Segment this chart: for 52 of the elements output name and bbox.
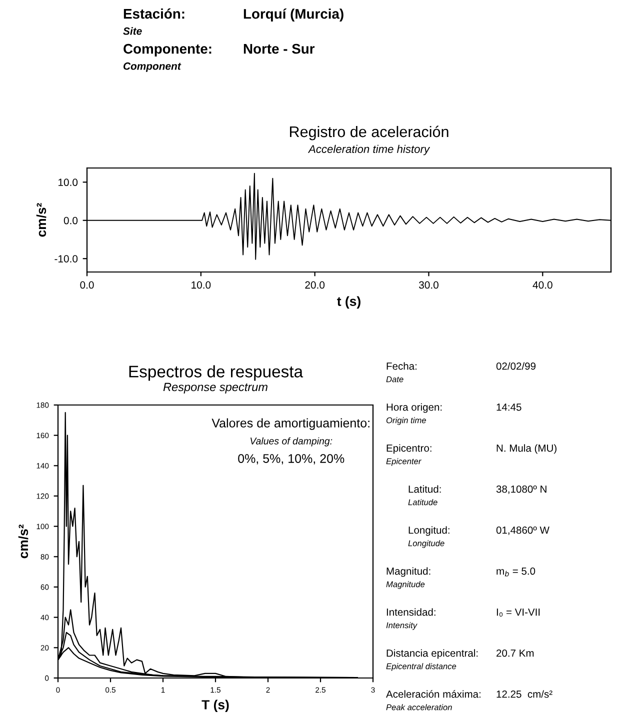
- text: Lorquí (Murcia): [244, 8, 344, 22]
- text: Latitude: [408, 499, 438, 506]
- text: Longitude: [408, 540, 444, 548]
- text: Date: [386, 376, 404, 382]
- x-tick-label: 40.0: [532, 281, 552, 289]
- y-tick-label: -10.0: [54, 255, 78, 262]
- text: Component: [124, 62, 182, 72]
- text: Intensidad:: [386, 608, 436, 616]
- text: 20.7 Km: [496, 649, 534, 657]
- x-axis-title: T (s): [202, 700, 229, 712]
- text: 38,1080º N: [496, 485, 546, 494]
- x-tick-label: 0.0: [80, 281, 94, 289]
- y-tick-label: 10.0: [58, 178, 78, 186]
- text: Magnitude: [386, 581, 425, 589]
- text: Epicentro:: [386, 444, 432, 454]
- text: Fecha:: [386, 362, 416, 370]
- text: Site: [123, 27, 142, 35]
- text: m$_{b}$ = 5.0: [496, 567, 536, 576]
- text: Distancia epicentral:: [386, 649, 478, 659]
- text: 14:45: [496, 404, 522, 411]
- text: Epicentral distance: [386, 663, 456, 671]
- x-tick-label: 30.0: [419, 281, 438, 289]
- text: Latitud:: [408, 485, 441, 493]
- text: Epicenter: [386, 458, 422, 466]
- chart-subtitle: Acceleration time history: [308, 144, 430, 156]
- text: Estación:: [124, 8, 184, 19]
- x-tick-label: 20.0: [305, 281, 325, 289]
- text: Intensity: [386, 622, 418, 630]
- chart-title: Registro de aceleración: [290, 126, 448, 140]
- x-axis-title: t (s): [337, 296, 360, 309]
- y-tick-label: 0.0: [64, 216, 78, 224]
- annotation: Values of damping:: [250, 437, 332, 446]
- text: 01,4860º W: [496, 526, 550, 535]
- text: Aceleración máxima:: [386, 690, 480, 698]
- y-axis-title: cm/s²: [36, 203, 46, 237]
- text: Peak acceleration: [386, 704, 452, 710]
- text: Longitud:: [408, 526, 450, 536]
- text: 12.25 cm/s²: [496, 690, 552, 698]
- text: I₀ = VI-VII: [496, 608, 540, 617]
- text: Hora origen:: [386, 403, 442, 413]
- y-axis-title: cm/s²: [18, 524, 28, 558]
- chart-title: Espectros de respuesta: [129, 365, 304, 381]
- chart-subtitle: Response spectrum: [163, 382, 268, 394]
- x-tick-label: 10.0: [192, 281, 211, 289]
- text: Magnitud:: [386, 567, 430, 577]
- text: Norte - Sur: [244, 44, 315, 54]
- annotation: 0%, 5%, 10%, 20%: [238, 454, 344, 464]
- text: Componente:: [124, 44, 212, 56]
- text: N. Mula (MU): [496, 444, 556, 454]
- text: 02/02/99: [496, 362, 536, 370]
- text: Origin time: [386, 417, 426, 425]
- annotation: Valores de amortiguamiento:: [212, 418, 370, 430]
